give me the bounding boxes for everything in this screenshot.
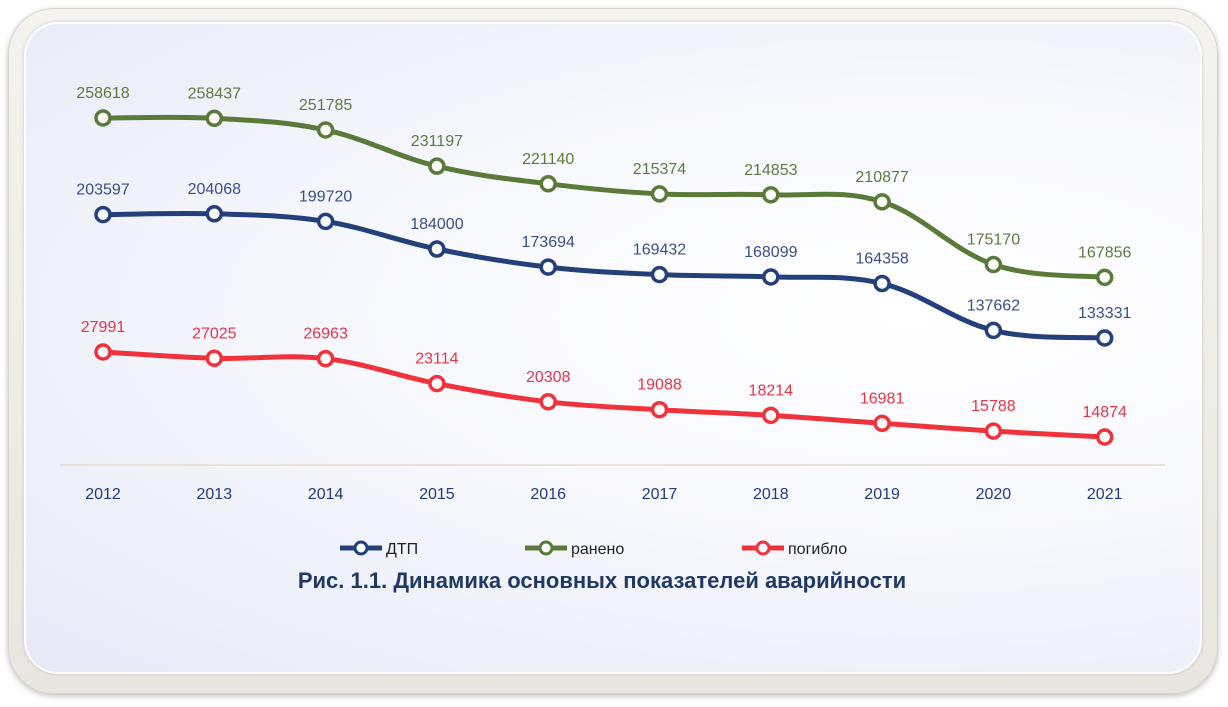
data-label-pogiblo-2019: 16981 — [860, 390, 905, 407]
series-pogiblo: 27991 27025 26963 23114 20308 19088 18214 16981… — [81, 319, 1127, 446]
data-label-dtp-2017: 169432 — [633, 242, 686, 259]
data-label-dtp-2021: 133331 — [1078, 305, 1131, 322]
data-point-pogiblo-2017 — [650, 400, 669, 419]
legend-label-raneno: ранено — [571, 541, 624, 558]
data-point-raneno-2018 — [762, 186, 780, 204]
data-label-raneno-2012: 258618 — [76, 85, 129, 102]
legend-item-dtp: ДТП — [340, 540, 418, 558]
data-point-pogiblo-2015 — [428, 374, 446, 393]
x-tick-label-2015: 2015 — [419, 486, 455, 503]
series-line-dtp — [100, 210, 1108, 341]
series-line-raneno — [100, 114, 1108, 280]
data-point-raneno-2014 — [316, 121, 335, 139]
data-point-raneno-2012 — [94, 109, 112, 127]
series-raneno: 258618 258437 251785 231197 221140 215374 2148… — [76, 85, 1131, 287]
x-tick-label-2020: 2020 — [976, 486, 1012, 503]
data-point-dtp-2016 — [539, 258, 557, 276]
data-point-dtp-2015 — [428, 240, 446, 258]
x-tick-label-2012: 2012 — [85, 486, 121, 503]
data-point-raneno-2016 — [539, 175, 557, 193]
data-point-raneno-2013 — [205, 109, 224, 128]
x-tick-label-2016: 2016 — [530, 486, 566, 503]
data-label-raneno-2017: 215374 — [633, 161, 686, 178]
data-point-raneno-2020 — [984, 255, 1003, 274]
data-point-raneno-2019 — [873, 193, 891, 211]
data-label-dtp-2012: 203597 — [76, 182, 129, 199]
data-label-pogiblo-2015: 23114 — [415, 351, 458, 368]
data-point-pogiblo-2013 — [205, 349, 224, 368]
chart-panel — [24, 22, 1202, 674]
legend-item-raneno: ранено — [525, 540, 624, 558]
chart-title: Рис. 1.1. Динамика основных показателей … — [297, 568, 907, 593]
data-label-pogiblo-2012: 27991 — [81, 319, 126, 336]
data-point-dtp-2018 — [762, 268, 780, 286]
x-tick-label-2013: 2013 — [197, 486, 233, 503]
legend: ДТП ранено погибло — [340, 540, 847, 558]
data-label-raneno-2013: 258437 — [188, 85, 241, 102]
data-label-raneno-2018: 214853 — [744, 162, 797, 179]
data-point-dtp-2013 — [205, 205, 224, 223]
x-tick-label-2017: 2017 — [642, 486, 678, 503]
data-point-pogiblo-2021 — [1095, 428, 1114, 446]
legend-item-pogiblo: погибло — [742, 540, 847, 558]
data-point-raneno-2017 — [650, 185, 669, 203]
data-label-dtp-2014: 199720 — [299, 188, 352, 205]
data-label-raneno-2015: 231197 — [411, 133, 463, 150]
series-dtp: 203597 204068 199720 184000 173694 169432 1680… — [76, 181, 1131, 347]
legend-label-pogiblo: погибло — [788, 541, 847, 558]
data-point-raneno-2015 — [428, 157, 446, 175]
data-label-pogiblo-2017: 19088 — [637, 377, 682, 394]
data-label-dtp-2013: 204068 — [188, 181, 241, 198]
data-point-pogiblo-2020 — [984, 422, 1003, 440]
data-label-dtp-2019: 164358 — [855, 251, 908, 268]
data-label-raneno-2020: 175170 — [967, 232, 1020, 249]
data-point-dtp-2020 — [984, 321, 1003, 340]
data-label-raneno-2014: 251785 — [299, 97, 352, 114]
data-label-raneno-2021: 167856 — [1078, 244, 1131, 261]
data-label-pogiblo-2016: 20308 — [526, 369, 571, 386]
data-label-dtp-2020: 137662 — [967, 297, 1020, 314]
x-tick-label-2021: 2021 — [1087, 486, 1123, 503]
data-label-dtp-2018: 168099 — [744, 244, 797, 261]
data-label-raneno-2016: 221140 — [522, 151, 574, 168]
legend-swatch-marker-pogiblo — [755, 540, 771, 556]
series-layer: 203597 204068 199720 184000 173694 169432 1680… — [76, 85, 1131, 446]
data-point-pogiblo-2012 — [94, 343, 112, 361]
data-label-dtp-2015: 184000 — [410, 216, 463, 233]
legend-swatch-marker-dtp — [353, 540, 369, 556]
legend-label-dtp: ДТП — [386, 541, 418, 558]
x-tick-label-2018: 2018 — [753, 486, 789, 503]
data-label-pogiblo-2020: 15788 — [971, 398, 1016, 415]
data-point-dtp-2012 — [94, 205, 112, 224]
series-line-pogiblo — [100, 349, 1108, 440]
data-point-dtp-2021 — [1095, 329, 1114, 347]
data-point-pogiblo-2018 — [762, 406, 780, 425]
x-tick-label-2014: 2014 — [308, 486, 344, 503]
data-point-raneno-2021 — [1095, 268, 1114, 287]
data-label-dtp-2016: 173694 — [522, 234, 575, 251]
data-point-dtp-2019 — [873, 274, 891, 293]
data-label-pogiblo-2013: 27025 — [192, 325, 237, 342]
data-label-pogiblo-2018: 18214 — [749, 382, 794, 399]
data-label-pogiblo-2014: 26963 — [303, 326, 348, 343]
data-point-dtp-2017 — [650, 265, 669, 284]
x-axis-labels: 2012 2013 2014 2015 2016 2017 2018 2019 2020 2021 — [85, 486, 1122, 503]
data-point-pogiblo-2016 — [539, 393, 557, 411]
data-label-raneno-2019: 210877 — [855, 169, 908, 186]
data-point-dtp-2014 — [316, 212, 335, 231]
x-tick-label-2019: 2019 — [864, 486, 900, 503]
data-point-pogiblo-2014 — [316, 349, 335, 368]
data-label-pogiblo-2021: 14874 — [1082, 404, 1127, 421]
data-point-pogiblo-2019 — [873, 414, 891, 433]
legend-swatch-marker-raneno — [538, 540, 554, 556]
